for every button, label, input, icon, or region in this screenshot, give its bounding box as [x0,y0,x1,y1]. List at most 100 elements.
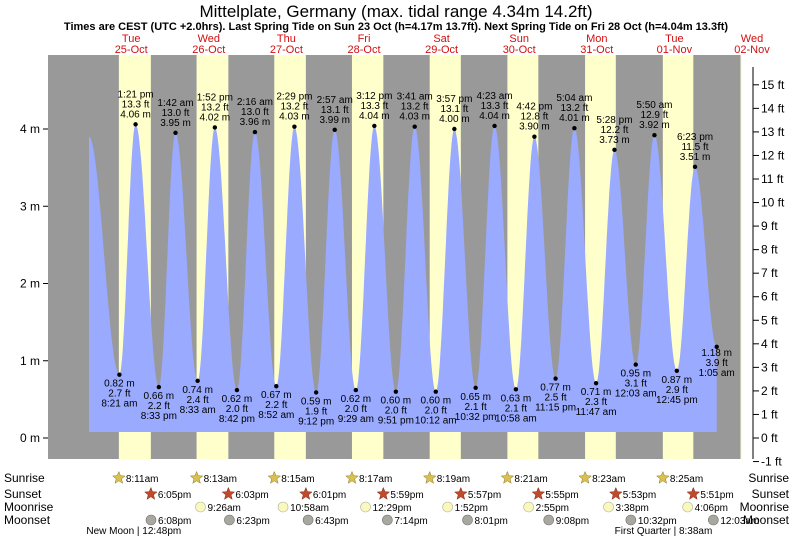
sunset-icon [299,486,313,500]
moonrise-icon [682,501,693,513]
tide-label: 4.01 m [559,113,590,124]
tide-label: 10:12 am [415,416,457,427]
sunrise-time: 8:19am [437,474,470,485]
tide-label: 10:58 am [495,413,537,424]
moonrise-time: 12:29pm [373,503,412,514]
moonset-time: 6:08pm [158,516,191,527]
moonset-icon [543,514,555,526]
sunset-icon [686,486,701,500]
row-label-right: Moonset [743,513,790,527]
high-tide-marker [133,122,138,127]
tide-label: 1:21 pm [117,89,153,100]
moon-phase-label: First Quarter | 8:38am [615,526,713,537]
moonrise-icon [277,501,289,513]
sunrise-icon [112,470,126,484]
tide-label: 5:28 pm [596,115,632,126]
chart-title: Mittelplate, Germany (max. tidal range 4… [199,2,592,21]
tide-label: 11:47 am [576,407,617,418]
y-tick-label-left: 3 m [20,199,40,213]
tide-label: 12.9 ft [641,110,669,121]
moonrise-time: 9:26am [207,503,240,514]
tide-label: 9:51 pm [378,416,414,427]
sunrise-icon [655,470,670,484]
row-label-left: Moonrise [4,500,54,514]
low-tide-marker [195,378,200,384]
tide-label: 4.03 m [399,112,430,123]
tide-label: 3:57 pm [436,94,472,105]
day-name: Sun [509,33,529,45]
day-name: Wed [198,33,220,45]
low-tide-marker [156,384,162,390]
day-date: 29-Oct [425,44,458,56]
sunset-time: 6:01pm [313,490,346,501]
low-tide-marker [313,390,319,395]
y-tick-label-right: 6 ft [761,290,778,304]
tide-label: 2.3 ft [585,397,607,408]
tide-label: 0.71 m [581,387,612,398]
day-date: 30-Oct [503,44,536,56]
tide-label: 12:03 am [615,389,657,400]
high-tide-marker [332,127,337,132]
tide-label: 4.03 m [279,112,310,123]
tide-label: 0.60 m [420,396,451,407]
moonrise-icon [523,501,534,513]
tide-label: 2.9 ft [666,385,688,396]
row-label-left: Sunrise [4,471,45,485]
tide-label: 4.02 m [200,112,231,123]
y-tick-label-right: 10 ft [761,196,785,210]
tide-label: 0.62 m [222,394,253,405]
day-name: Wed [741,33,763,45]
moonset-time: 9:08pm [556,516,589,527]
tide-label: 13.0 ft [162,108,190,119]
tide-label: 0.74 m [182,385,213,396]
high-tide-marker [492,123,497,129]
high-tide-marker [292,124,297,129]
sunrise-time: 8:23am [592,474,625,485]
moonrise-icon [603,501,614,513]
sunset-time: 5:59pm [390,490,423,501]
tide-label: 2.4 ft [187,395,209,406]
moonset-icon [462,514,473,526]
tide-label: 13.3 ft [360,101,388,112]
y-tick-label-right: 7 ft [761,266,778,280]
low-tide-marker [274,384,279,389]
row-label-right: Sunrise [748,471,789,485]
day-headers: Tue25-OctWed26-OctThu27-OctFri28-OctSat2… [115,33,771,56]
low-tide-marker [117,372,122,377]
row-label-right: Moonrise [740,500,790,514]
tide-label: 2.2 ft [148,401,170,412]
day-date: 31-Oct [580,44,613,56]
moonrise-time: 4:06pm [695,503,728,514]
low-tide-marker [633,362,638,367]
tide-label: 11:15 pm [535,403,576,414]
moonset-icon [224,514,235,526]
sunrise-time: 8:13am [204,474,237,485]
moonset-time: 10:32pm [638,516,677,527]
tide-label: 3:12 pm [356,91,392,102]
tide-label: 1.18 m [701,348,732,359]
tide-label: 4.06 m [120,109,151,120]
y-tick-label-right: 15 ft [761,78,785,92]
y-tick-label-left: 1 m [20,354,40,368]
sunset-icon [608,486,623,500]
low-tide-marker [674,368,680,373]
y-tick-label-right: 2 ft [761,384,778,398]
moonset-time: 8:01pm [475,516,508,527]
tide-label: 0.87 m [662,375,693,386]
tide-label: 0.62 m [341,394,372,405]
y-tick-label-left: 0 m [20,431,40,445]
tide-label: 3.99 m [319,115,350,126]
tide-label: 2:29 pm [276,92,312,103]
low-tide-marker [353,387,359,393]
tide-label: 5:04 am [556,93,592,104]
tide-label: 2.2 ft [265,400,287,411]
sunrise-icon [345,470,359,484]
sunset-time: 6:05pm [158,490,191,501]
y-tick-label-right: 14 ft [761,101,785,115]
tide-label: 2.0 ft [425,406,447,417]
y-tick-label-right: 11 ft [761,172,784,186]
tide-label: 8:52 am [258,410,294,421]
high-tide-marker [452,126,457,132]
